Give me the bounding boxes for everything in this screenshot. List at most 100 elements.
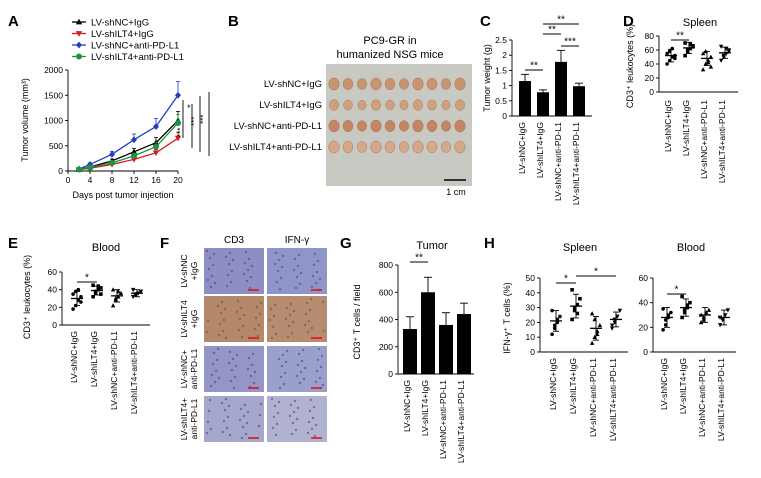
- category-label: LV-shNC+IgG: [663, 100, 673, 152]
- chart-title: Spleen: [563, 242, 597, 254]
- y-axis-label: Tumor weight (g): [482, 44, 492, 112]
- cell-nucleus: [271, 325, 275, 329]
- cell-nucleus: [294, 286, 298, 290]
- data-point: [589, 311, 595, 316]
- row-label: LV-shNC+: [179, 350, 189, 388]
- x-tick-label: 16: [151, 175, 161, 185]
- y-tick-label: 30: [526, 303, 536, 313]
- category-label: LV-shNC+anti-PD-L1: [438, 380, 448, 459]
- tumor: [384, 141, 396, 153]
- y-tick-label: 2: [502, 50, 507, 60]
- cell-nucleus: [253, 327, 257, 331]
- cell-nucleus: [227, 262, 231, 266]
- column-header: CD3: [224, 235, 244, 246]
- data-point: [130, 294, 136, 300]
- data-point: [110, 287, 116, 292]
- tumor: [441, 78, 451, 90]
- cell-nucleus: [272, 415, 276, 419]
- y-tick-label: 1500: [44, 90, 63, 100]
- data-point: [669, 310, 673, 315]
- cell-nucleus: [214, 369, 218, 373]
- category-label: LV-shILT4+IgG: [89, 331, 99, 387]
- category-label: LV-shNC+IgG: [548, 358, 558, 410]
- y-tick-label: 20: [639, 322, 649, 332]
- cell-nucleus: [295, 374, 299, 378]
- cell-nucleus: [275, 422, 279, 426]
- bar: [439, 324, 453, 374]
- cell-nucleus: [252, 381, 256, 385]
- cell-nucleus: [298, 381, 302, 385]
- row-label: anti-PD-L1: [189, 348, 199, 389]
- cell-nucleus: [292, 268, 296, 272]
- cell-nucleus: [259, 301, 263, 305]
- cell-nucleus: [281, 353, 285, 357]
- y-axis-label: CD3⁺ leukocytes (%): [22, 255, 32, 339]
- cell-nucleus: [293, 257, 297, 261]
- x-tick-label: 4: [88, 175, 93, 185]
- cell-nucleus: [277, 400, 281, 404]
- cell-nucleus: [269, 307, 273, 311]
- data-point: [99, 292, 103, 296]
- y-tick-label: 40: [526, 288, 536, 298]
- cell-nucleus: [235, 353, 239, 357]
- tumor: [343, 99, 353, 111]
- cell-nucleus: [213, 281, 217, 285]
- tumor: [454, 77, 466, 91]
- cell-nucleus: [302, 377, 306, 381]
- y-tick-label: 0: [643, 347, 648, 357]
- cell-nucleus: [321, 383, 325, 387]
- cell-nucleus: [294, 428, 298, 432]
- cell-nucleus: [238, 317, 242, 321]
- cell-nucleus: [308, 308, 312, 312]
- significance-label: **: [676, 31, 684, 42]
- row-label: LV-shILT4+: [179, 398, 189, 440]
- cell-nucleus: [289, 302, 293, 306]
- panel-letter: B: [228, 13, 239, 30]
- tumor: [328, 140, 340, 154]
- cell-nucleus: [217, 376, 221, 380]
- y-tick-label: 20: [48, 302, 58, 312]
- cell-nucleus: [273, 404, 277, 408]
- row-label: anti-PD-L1: [189, 398, 199, 439]
- significance-label: ***: [190, 117, 199, 126]
- cell-nucleus: [250, 363, 254, 367]
- row-label: LV-shNC+anti-PD-L1: [234, 121, 322, 132]
- bar: [519, 81, 531, 116]
- tumor: [342, 141, 354, 153]
- cell-nucleus: [226, 273, 230, 277]
- chart-title: Tumor: [416, 240, 448, 252]
- panel-letter: G: [340, 235, 352, 252]
- cell-nucleus: [296, 406, 300, 410]
- cell-nucleus: [311, 416, 315, 420]
- series-point: [87, 161, 93, 168]
- cell-nucleus: [286, 335, 290, 339]
- cell-nucleus: [279, 276, 283, 280]
- y-tick-label: 800: [379, 260, 393, 270]
- cell-nucleus: [243, 261, 247, 265]
- data-point: [682, 310, 687, 315]
- cell-nucleus: [307, 420, 311, 424]
- cell-nucleus: [280, 265, 284, 269]
- y-tick-label: 500: [49, 141, 63, 151]
- significance-label: **: [415, 253, 423, 264]
- data-point: [609, 323, 615, 328]
- category-label: LV-shNC+anti-PD-L1: [553, 122, 563, 201]
- category-label: LV-shILT4+anti-PD-L1: [456, 380, 466, 463]
- cell-nucleus: [285, 306, 289, 310]
- cell-nucleus: [218, 322, 222, 326]
- cell-nucleus: [288, 313, 292, 317]
- cell-nucleus: [296, 363, 300, 367]
- cell-nucleus: [244, 432, 248, 436]
- data-point: [575, 311, 580, 316]
- cell-nucleus: [219, 311, 223, 315]
- row-label: +IgG: [189, 262, 199, 281]
- cell-nucleus: [229, 379, 233, 383]
- tumor: [384, 120, 396, 132]
- y-tick-label: 0: [530, 347, 535, 357]
- chart-title: Spleen: [683, 17, 717, 29]
- cell-nucleus: [311, 274, 315, 278]
- cell-nucleus: [234, 364, 238, 368]
- row-label: LV-shILT4: [179, 300, 189, 338]
- cell-nucleus: [283, 371, 287, 375]
- data-point: [726, 49, 732, 54]
